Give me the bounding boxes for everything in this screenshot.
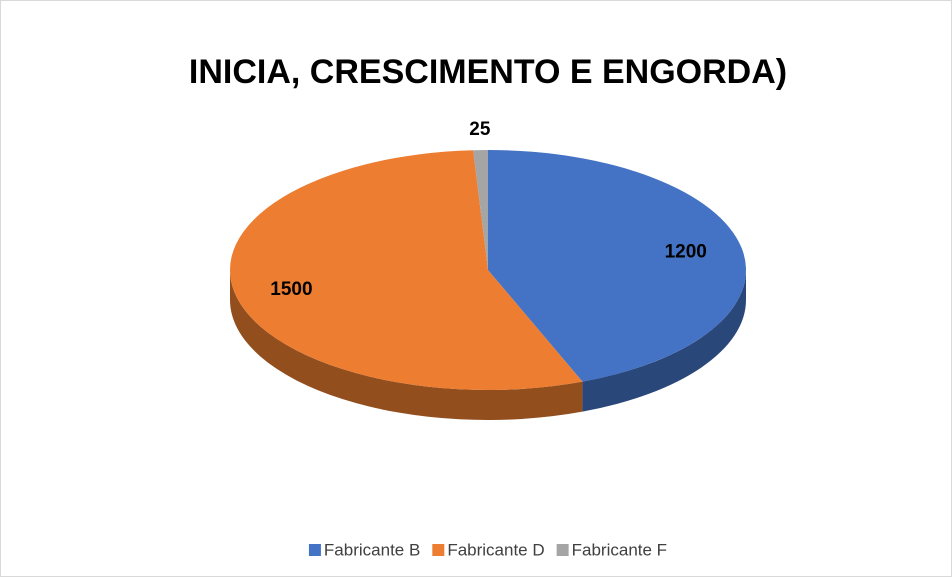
data-label: 1500 — [270, 279, 312, 300]
data-label: 1200 — [665, 242, 707, 263]
slice — [473, 150, 488, 270]
legend-label: Fabricante F — [572, 540, 667, 559]
slice-side — [230, 270, 583, 420]
legend-label: Fabricante D — [447, 540, 544, 559]
chart-title: INICIA, CRESCIMENTO E ENGORDA) — [189, 53, 787, 91]
slice — [230, 150, 583, 390]
legend-label: Fabricante B — [324, 540, 420, 559]
data-label: 25 — [469, 119, 491, 140]
legend-swatch — [432, 544, 445, 556]
legend-swatch — [308, 544, 321, 556]
slice — [488, 150, 747, 382]
slice-side — [582, 270, 746, 412]
legend-swatch — [556, 544, 569, 556]
